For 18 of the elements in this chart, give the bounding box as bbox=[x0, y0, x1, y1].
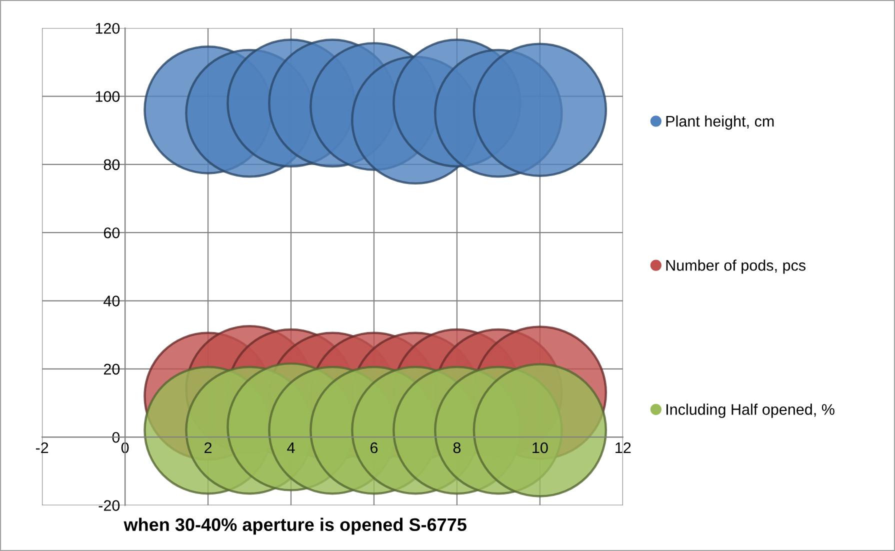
legend-label: Including Half opened, % bbox=[666, 404, 834, 418]
legend-label: Plant height, cm bbox=[666, 115, 774, 130]
x-tick-label: 12 bbox=[616, 442, 631, 454]
x-tick-label: 6 bbox=[370, 442, 378, 454]
y-tick-label: 60 bbox=[104, 227, 120, 238]
x-tick-label: 2 bbox=[204, 442, 212, 454]
x-axis-title: when 30-40% aperture is opened S-6775 bbox=[124, 518, 466, 535]
legend-label: Number of pods, pcs bbox=[666, 260, 806, 274]
x-tick-label: 10 bbox=[532, 442, 548, 454]
y-tick-label: -20 bbox=[98, 500, 120, 511]
y-tick-label: 20 bbox=[104, 364, 120, 375]
y-tick-label: 120 bbox=[96, 22, 120, 34]
x-tick-label: 4 bbox=[287, 442, 295, 454]
y-tick-label: 80 bbox=[104, 159, 120, 170]
y-tick-label: 100 bbox=[96, 91, 120, 102]
x-tick-label: 8 bbox=[453, 442, 461, 454]
y-tick-label: 40 bbox=[104, 296, 120, 306]
x-tick-label: -2 bbox=[36, 442, 48, 454]
